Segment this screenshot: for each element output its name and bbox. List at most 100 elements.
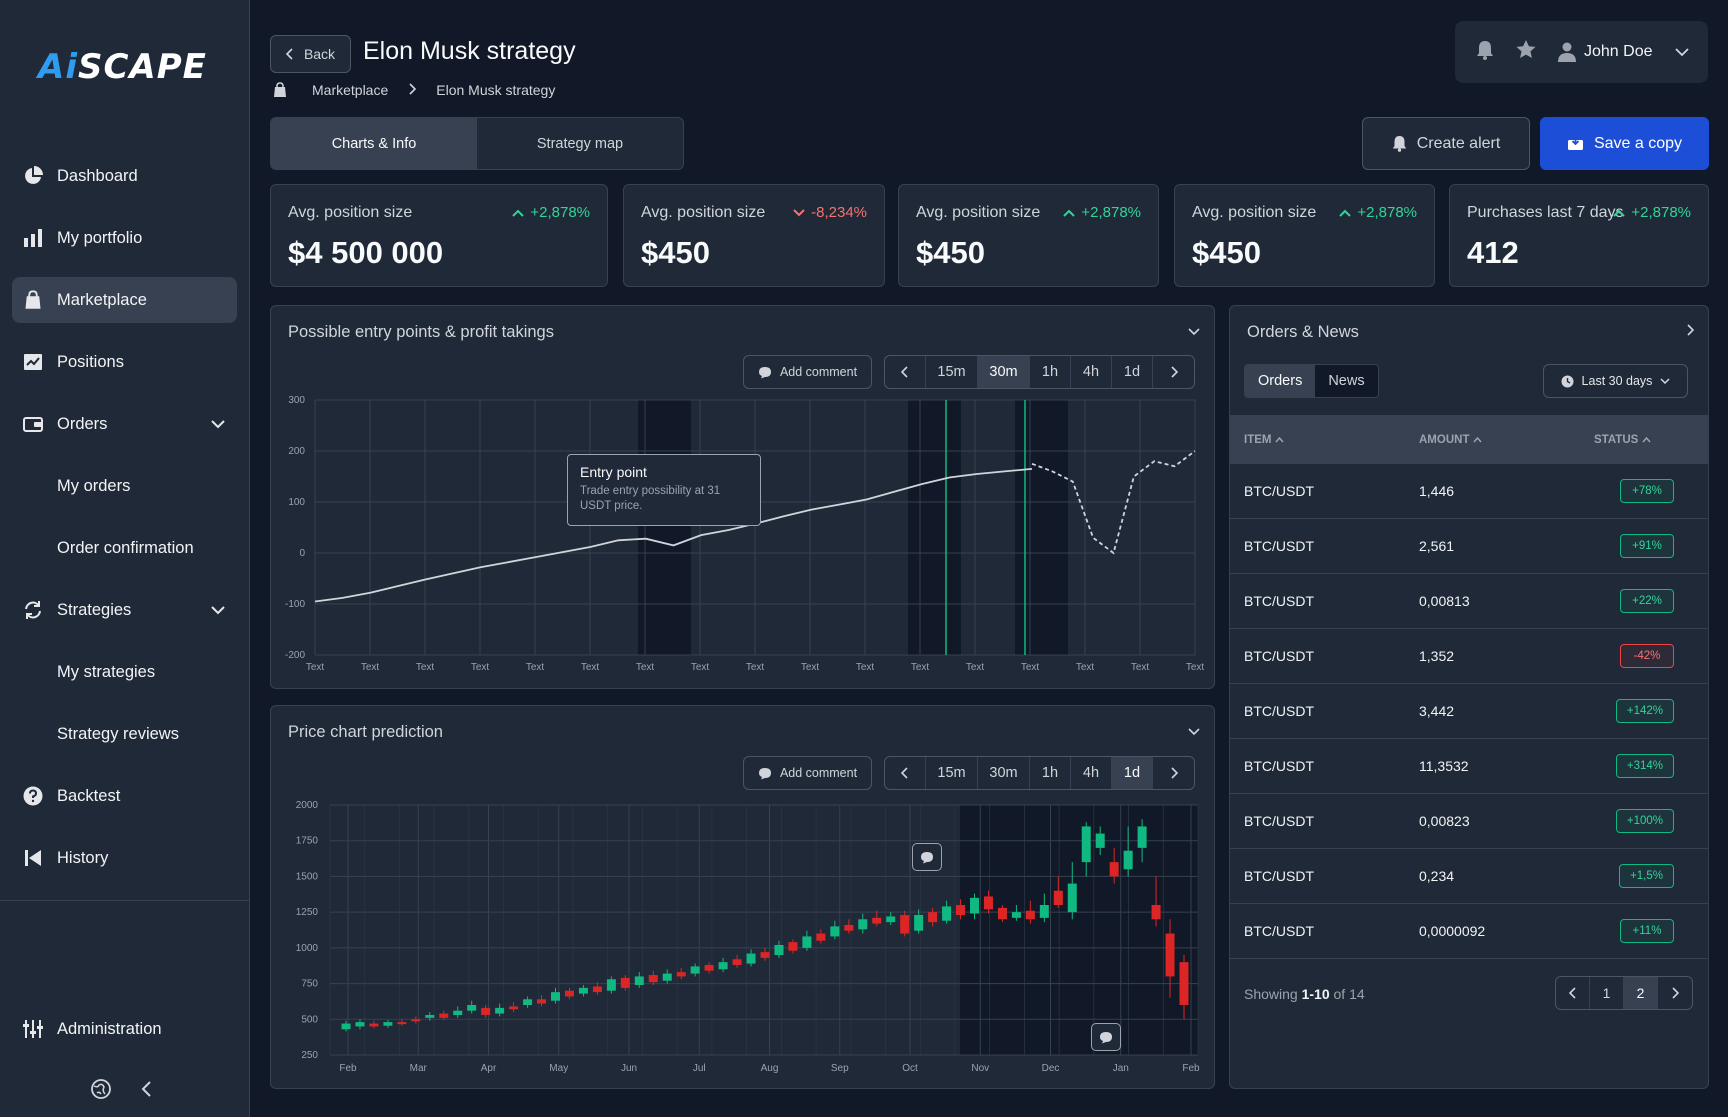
row-amount: 0,234: [1419, 868, 1455, 884]
prev-range-button[interactable]: [885, 356, 926, 388]
stat-label: Avg. position size: [916, 204, 1041, 221]
sidebar-item-administration[interactable]: Administration: [22, 1018, 162, 1040]
back-button[interactable]: Back: [270, 35, 351, 73]
column-status[interactable]: STATUS: [1594, 434, 1651, 446]
chevron-right-icon[interactable]: [1686, 323, 1695, 341]
sidebar-footer: [90, 1078, 154, 1105]
timeframe-4h[interactable]: 4h: [1071, 356, 1112, 388]
sidebar-item-my-orders[interactable]: My orders: [12, 463, 237, 509]
add-comment-button[interactable]: Add comment: [743, 355, 872, 389]
row-item: BTC/USDT: [1244, 538, 1314, 554]
chart-check-icon: [22, 351, 44, 373]
timeframe-15m[interactable]: 15m: [926, 757, 978, 789]
sidebar-item-orders[interactable]: Orders: [12, 401, 237, 447]
sidebar-item-label: Strategies: [57, 600, 132, 619]
table-header: ITEM AMOUNT STATUS: [1230, 415, 1708, 464]
table-row[interactable]: BTC/USDT 0,0000092 +11%: [1230, 904, 1708, 959]
row-item: BTC/USDT: [1244, 648, 1314, 664]
logo[interactable]: AiSCAPE: [38, 47, 207, 87]
column-item[interactable]: ITEM: [1244, 434, 1285, 446]
sort-up-icon: [1275, 436, 1285, 442]
row-item: BTC/USDT: [1244, 813, 1314, 829]
collapse-sidebar-icon[interactable]: [140, 1080, 154, 1103]
sidebar-item-order-confirmation[interactable]: Order confirmation: [12, 525, 237, 571]
sort-up-icon: [1642, 436, 1651, 442]
save-copy-label: Save a copy: [1593, 134, 1683, 152]
stat-card: Purchases last 7 days +2,878% 412: [1449, 184, 1709, 287]
sidebar-item-strategies[interactable]: Strategies: [12, 587, 237, 633]
chevron-left-icon: [901, 366, 908, 378]
status-badge: +142%: [1615, 699, 1674, 723]
table-row[interactable]: BTC/USDT 0,234 +1,5%: [1230, 849, 1708, 904]
bell-icon[interactable]: [1476, 40, 1494, 65]
create-alert-label: Create alert: [1416, 134, 1501, 152]
stat-change-value: -8,234%: [811, 204, 867, 221]
tab-charts-info[interactable]: Charts & Info: [271, 118, 477, 169]
sidebar-item-dashboard[interactable]: Dashboard: [12, 153, 237, 199]
sidebar-item-my-strategies[interactable]: My strategies: [12, 649, 237, 695]
stat-change: +2,878%: [512, 204, 590, 221]
table-row[interactable]: BTC/USDT 0,00823 +100%: [1230, 794, 1708, 849]
page-1-button[interactable]: 1: [1590, 977, 1624, 1009]
add-comment-button[interactable]: Add comment: [743, 756, 872, 790]
showing-prefix: Showing: [1244, 986, 1298, 1002]
comment-icon: [921, 851, 933, 863]
timeframe-1h[interactable]: 1h: [1030, 757, 1071, 789]
prev-page-button[interactable]: [1556, 977, 1590, 1009]
timeframe-1d[interactable]: 1d: [1112, 356, 1153, 388]
timeframe-4h[interactable]: 4h: [1071, 757, 1112, 789]
sidebar-item-backtest[interactable]: Backtest: [12, 773, 237, 819]
table-row[interactable]: BTC/USDT 1,352 -42%: [1230, 629, 1708, 684]
tab-news[interactable]: News: [1328, 373, 1365, 389]
arrow-up-icon: [1063, 209, 1076, 217]
table-row[interactable]: BTC/USDT 1,446 +78%: [1230, 464, 1708, 519]
create-alert-button[interactable]: Create alert: [1362, 117, 1530, 170]
chart-comment-marker[interactable]: [1091, 1023, 1121, 1051]
timeframe-30m[interactable]: 30m: [978, 356, 1030, 388]
save-copy-button[interactable]: Save a copy: [1540, 117, 1709, 170]
chart-comment-marker[interactable]: [912, 843, 942, 871]
page-2-button[interactable]: 2: [1624, 977, 1658, 1009]
tab-strategy-map[interactable]: Strategy map: [536, 135, 624, 152]
table-row[interactable]: BTC/USDT 3,442 +142%: [1230, 684, 1708, 739]
tab-orders[interactable]: Orders: [1245, 365, 1316, 397]
table-row[interactable]: BTC/USDT 2,561 +91%: [1230, 519, 1708, 574]
date-range-dropdown[interactable]: Last 30 days: [1543, 364, 1688, 398]
chevron-right-icon: [1170, 366, 1178, 378]
table-row[interactable]: BTC/USDT 0,00813 +22%: [1230, 574, 1708, 629]
sidebar-item-history[interactable]: History: [12, 835, 237, 881]
column-status-label: STATUS: [1594, 433, 1639, 446]
next-page-button[interactable]: [1658, 977, 1692, 1009]
sidebar-item-label: Marketplace: [57, 290, 147, 309]
globe-icon[interactable]: [90, 1078, 112, 1105]
column-amount[interactable]: AMOUNT: [1419, 434, 1483, 446]
stat-value: 412: [1467, 235, 1519, 270]
table-row[interactable]: BTC/USDT 11,3532 +314%: [1230, 739, 1708, 794]
shopping-bag-icon: [274, 82, 286, 97]
page-title: Elon Musk strategy: [363, 37, 576, 65]
next-range-button[interactable]: [1153, 356, 1194, 388]
chevron-down-icon[interactable]: [1188, 723, 1200, 741]
sidebar-item-strategy-reviews[interactable]: Strategy reviews: [12, 711, 237, 757]
row-amount: 0,00813: [1419, 593, 1470, 609]
timeframe-30m[interactable]: 30m: [978, 757, 1030, 789]
prev-range-button[interactable]: [885, 757, 926, 789]
next-range-button[interactable]: [1153, 757, 1194, 789]
star-icon[interactable]: [1516, 40, 1536, 64]
comment-icon: [1100, 1031, 1112, 1043]
chevron-left-icon: [901, 767, 908, 779]
breadcrumb-marketplace[interactable]: Marketplace: [312, 82, 389, 98]
sidebar-item-marketplace[interactable]: Marketplace: [12, 277, 237, 323]
chevron-down-icon[interactable]: [1188, 323, 1200, 341]
timeframe-1d[interactable]: 1d: [1112, 757, 1153, 789]
user-menu[interactable]: John Doe: [1558, 42, 1689, 62]
timeframe-1h[interactable]: 1h: [1030, 356, 1071, 388]
timeframe-15m[interactable]: 15m: [926, 356, 978, 388]
sidebar: AiSCAPE Dashboard My portfolio Marketplace…: [0, 0, 250, 1117]
sidebar-item-positions[interactable]: Positions: [12, 339, 237, 385]
sidebar-item-my-portfolio[interactable]: My portfolio: [12, 215, 237, 261]
stat-value: $450: [641, 235, 710, 270]
arrow-up-icon: [1613, 209, 1626, 217]
stat-change: +2,878%: [1063, 204, 1141, 221]
chevron-right-icon: [1672, 987, 1679, 999]
